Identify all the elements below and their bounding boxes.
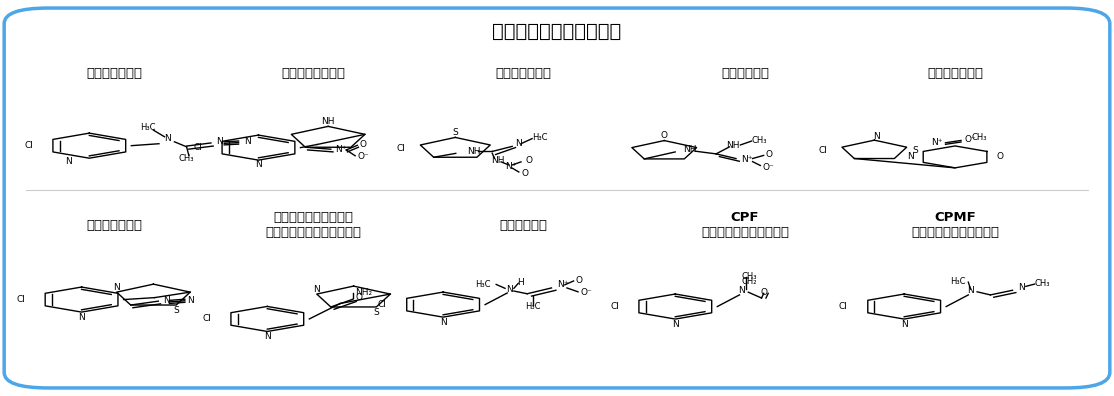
Text: CH₃: CH₃ bbox=[179, 154, 194, 163]
Text: N: N bbox=[440, 318, 447, 327]
Text: Cl: Cl bbox=[202, 314, 211, 324]
Text: O: O bbox=[360, 140, 367, 149]
Text: Cl: Cl bbox=[25, 141, 33, 150]
FancyBboxPatch shape bbox=[4, 8, 1110, 388]
Text: N: N bbox=[78, 312, 85, 322]
Text: N: N bbox=[873, 132, 880, 141]
Text: ジノテフラン: ジノテフラン bbox=[721, 67, 769, 80]
Text: Cl: Cl bbox=[839, 302, 848, 311]
Text: H₃C: H₃C bbox=[140, 123, 156, 132]
Text: O: O bbox=[526, 156, 532, 165]
Text: N: N bbox=[672, 320, 678, 329]
Text: N: N bbox=[65, 157, 71, 166]
Text: ネオニコチノイド系農薬: ネオニコチノイド系農薬 bbox=[492, 22, 622, 41]
Text: CH₃: CH₃ bbox=[971, 133, 987, 142]
Text: N: N bbox=[163, 296, 169, 305]
Text: イミダクロプリド: イミダクロプリド bbox=[282, 67, 345, 80]
Text: O⁻: O⁻ bbox=[763, 162, 774, 171]
Text: ニテンピラム: ニテンピラム bbox=[500, 219, 548, 232]
Text: クロチアニジン: クロチアニジン bbox=[496, 67, 551, 80]
Text: N⁺: N⁺ bbox=[335, 145, 346, 154]
Text: O: O bbox=[760, 288, 768, 297]
Text: CH₃: CH₃ bbox=[752, 136, 766, 145]
Text: チアメトキサム: チアメトキサム bbox=[927, 67, 983, 80]
Text: O⁻: O⁻ bbox=[580, 288, 592, 297]
Text: O: O bbox=[521, 169, 528, 179]
Text: N⁺: N⁺ bbox=[506, 162, 517, 171]
Text: Cl: Cl bbox=[610, 302, 619, 311]
Text: Cl: Cl bbox=[378, 300, 387, 309]
Text: CH₃: CH₃ bbox=[1035, 279, 1051, 288]
Text: S: S bbox=[174, 306, 179, 314]
Text: チアクロプリド: チアクロプリド bbox=[87, 219, 143, 232]
Text: N: N bbox=[1018, 283, 1025, 292]
Text: CH₂: CH₂ bbox=[742, 277, 758, 286]
Text: O⁻: O⁻ bbox=[965, 135, 976, 144]
Text: S: S bbox=[373, 308, 379, 316]
Text: Cl: Cl bbox=[397, 144, 405, 153]
Text: NH: NH bbox=[683, 145, 696, 154]
Text: N⁺: N⁺ bbox=[557, 280, 568, 289]
Text: H₃C: H₃C bbox=[525, 302, 540, 310]
Text: H₃C: H₃C bbox=[950, 277, 966, 286]
Text: NH: NH bbox=[491, 156, 505, 165]
Text: O: O bbox=[576, 276, 583, 285]
Text: S: S bbox=[912, 146, 919, 155]
Text: NH: NH bbox=[467, 147, 480, 156]
Text: N: N bbox=[264, 332, 271, 341]
Text: N: N bbox=[901, 320, 908, 329]
Text: N: N bbox=[114, 283, 120, 292]
Text: N: N bbox=[216, 137, 223, 146]
Text: H₃C: H₃C bbox=[532, 133, 548, 142]
Text: CPMF
（ニテンピラム代謝物）: CPMF （ニテンピラム代謝物） bbox=[911, 211, 999, 239]
Text: N⁺: N⁺ bbox=[742, 155, 753, 164]
Text: N: N bbox=[187, 296, 194, 305]
Text: O: O bbox=[355, 293, 362, 302]
Text: O⁻: O⁻ bbox=[358, 152, 369, 162]
Text: N: N bbox=[907, 152, 913, 162]
Text: チアクロプリドアミド
（チアクロプリド代謝物）: チアクロプリドアミド （チアクロプリド代謝物） bbox=[266, 211, 362, 239]
Text: N⁺: N⁺ bbox=[931, 138, 942, 147]
Text: Cl: Cl bbox=[818, 146, 827, 155]
Text: Cl: Cl bbox=[193, 143, 202, 152]
Text: N: N bbox=[255, 160, 262, 169]
Text: S: S bbox=[452, 128, 458, 137]
Text: N: N bbox=[244, 137, 251, 146]
Text: NH: NH bbox=[726, 141, 740, 150]
Text: N: N bbox=[165, 134, 172, 143]
Text: O: O bbox=[765, 150, 773, 159]
Text: O: O bbox=[996, 152, 1004, 162]
Text: H: H bbox=[517, 278, 524, 287]
Text: N: N bbox=[967, 286, 974, 295]
Text: NH: NH bbox=[321, 117, 335, 126]
Text: N: N bbox=[739, 286, 745, 295]
Text: CH₃: CH₃ bbox=[742, 272, 758, 281]
Text: アセタミプリド: アセタミプリド bbox=[87, 67, 143, 80]
Text: CPF
（ニテンピラム代謝物）: CPF （ニテンピラム代謝物） bbox=[701, 211, 789, 239]
Text: N: N bbox=[516, 139, 522, 148]
Text: O: O bbox=[661, 131, 667, 141]
Text: H₃C: H₃C bbox=[476, 280, 490, 289]
Text: N: N bbox=[313, 285, 320, 294]
Text: NH₂: NH₂ bbox=[355, 288, 372, 297]
Text: Cl: Cl bbox=[17, 295, 26, 304]
Text: N: N bbox=[506, 286, 512, 294]
